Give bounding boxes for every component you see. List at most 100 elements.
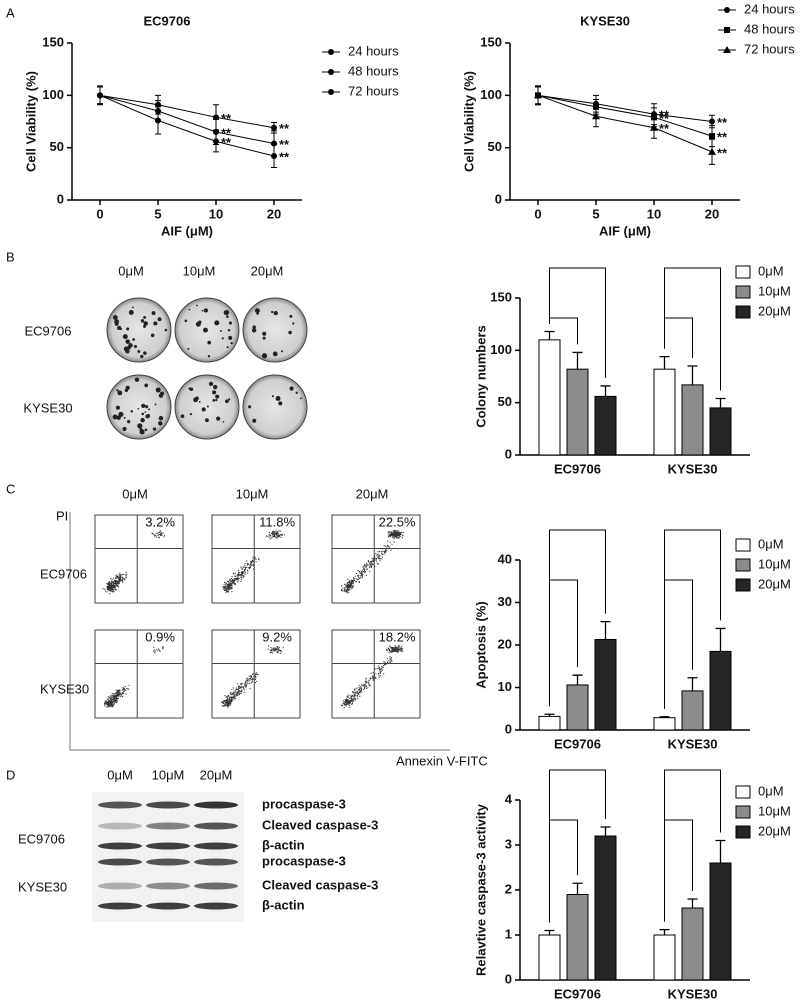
significance-bracket	[549, 267, 606, 378]
cell-event	[109, 590, 112, 592]
cell-event	[229, 696, 231, 698]
legend-label: 10μM	[758, 803, 791, 818]
cell-event	[353, 577, 355, 579]
cell-event	[249, 564, 251, 566]
cell-event	[379, 550, 381, 553]
cell-event	[384, 552, 387, 554]
colony	[139, 429, 145, 435]
series-line	[537, 94, 713, 137]
cell-event	[277, 535, 279, 537]
cell-event	[242, 577, 244, 579]
cell-event	[276, 531, 279, 533]
cell-event	[340, 704, 343, 706]
cell-event	[347, 578, 349, 580]
legend-swatch	[735, 265, 751, 279]
cell-event	[381, 548, 383, 550]
cell-event	[385, 549, 387, 552]
flow-frame	[69, 512, 450, 751]
colony	[207, 354, 211, 358]
cell-event	[350, 698, 352, 700]
cell-event	[251, 679, 254, 681]
y-tick-label: 20	[498, 636, 512, 651]
cell-event	[112, 701, 114, 703]
colony	[140, 354, 144, 359]
cell-event	[383, 553, 385, 555]
cell-event	[243, 683, 245, 685]
cell-event	[125, 689, 127, 691]
cell-event	[394, 649, 396, 652]
cell-event	[223, 704, 226, 706]
cell-event	[111, 694, 113, 697]
cell-event	[228, 699, 230, 701]
cell-event	[254, 558, 256, 560]
colony	[137, 407, 140, 410]
cell-event	[396, 532, 398, 534]
colony	[212, 399, 216, 402]
column-label: 10μM	[183, 263, 216, 278]
cell-event	[358, 577, 360, 579]
x-axis-label: AIF (μM)	[161, 223, 213, 238]
cell-event	[280, 536, 282, 538]
cell-event	[119, 689, 121, 691]
culture-plate	[106, 374, 172, 440]
cell-event	[252, 560, 255, 563]
cell-event	[389, 531, 391, 533]
colony	[262, 331, 267, 336]
cell-event	[394, 647, 397, 649]
protein-band	[98, 858, 142, 866]
x-tick-label: KYSE30	[668, 986, 718, 1001]
cell-event	[107, 698, 110, 700]
cell-event	[365, 574, 368, 577]
legend-swatch	[735, 538, 751, 552]
dot-plot	[94, 514, 184, 604]
cell-event	[107, 703, 109, 705]
cell-event	[235, 578, 237, 580]
colony	[115, 405, 121, 410]
cell-event	[229, 578, 231, 581]
cell-event	[381, 556, 384, 558]
cell-event	[269, 535, 271, 537]
cell-event	[158, 533, 160, 536]
y-tick-label: 1	[505, 926, 512, 941]
colony	[164, 328, 168, 332]
cell-event	[352, 699, 354, 701]
quadrant-percentage: 11.8%	[259, 514, 295, 529]
cell-event	[223, 705, 225, 707]
quadrant-lines	[95, 515, 183, 603]
cell-event	[110, 701, 112, 703]
cell-event	[395, 646, 397, 648]
cell-event	[113, 582, 116, 585]
cell-event	[244, 685, 246, 687]
cell-event	[250, 562, 252, 564]
cell-event	[114, 588, 116, 590]
cell-event	[225, 586, 227, 588]
y-axis-label: PI	[56, 508, 68, 523]
cell-event	[231, 688, 233, 691]
cell-event	[243, 566, 245, 568]
cell-event	[236, 691, 238, 693]
cell-event	[343, 706, 345, 709]
cell-event	[392, 534, 394, 536]
cell-event	[358, 684, 360, 686]
cell-event	[237, 691, 239, 693]
cell-event	[227, 590, 229, 593]
cell-event	[377, 551, 379, 553]
legend-swatch	[735, 825, 751, 839]
column-label: 20μM	[200, 767, 233, 782]
cell-event	[377, 557, 380, 559]
cell-event	[373, 557, 375, 559]
cell-event	[113, 698, 115, 701]
cell-event	[122, 581, 124, 583]
cell-event	[153, 646, 155, 648]
cell-event	[393, 541, 395, 543]
cell-event	[237, 578, 239, 581]
x-axis-label: AIF (μM)	[599, 223, 651, 238]
colony	[273, 311, 278, 316]
cell-event	[358, 581, 360, 584]
cell-event	[243, 569, 246, 571]
cell-event	[258, 558, 260, 560]
cell-event	[234, 577, 236, 580]
cell-event	[106, 586, 108, 589]
cell-event	[231, 697, 233, 699]
